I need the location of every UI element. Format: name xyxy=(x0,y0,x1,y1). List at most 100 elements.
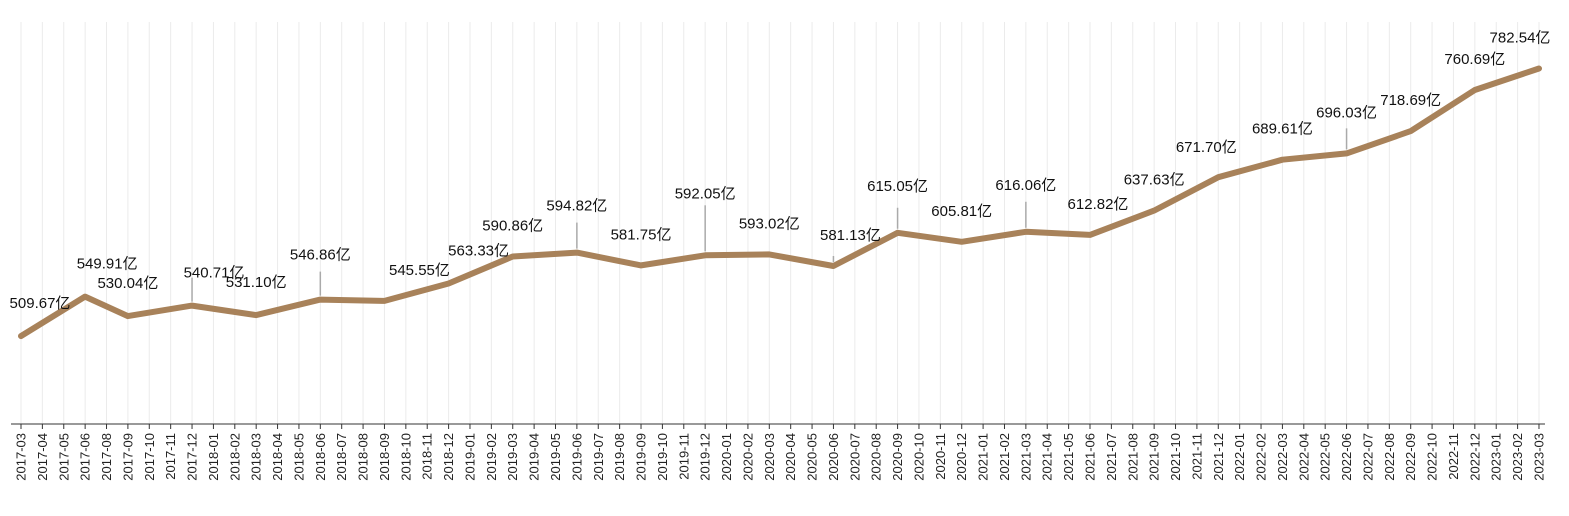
x-tick-label: 2021-06 xyxy=(1083,433,1098,481)
x-tick-label: 2019-10 xyxy=(655,433,670,481)
x-tick-label: 2020-04 xyxy=(783,433,798,481)
x-tick-label: 2021-11 xyxy=(1189,433,1204,480)
x-tick-label: 2020-09 xyxy=(890,433,905,481)
x-tick-label: 2020-10 xyxy=(911,433,926,481)
data-label: 531.10亿 xyxy=(226,274,287,291)
x-tick-label: 2022-02 xyxy=(1254,433,1269,481)
x-tick-label: 2021-04 xyxy=(1040,433,1055,481)
x-tick-label: 2021-12 xyxy=(1211,433,1226,481)
x-tick-label: 2020-08 xyxy=(869,433,884,481)
grid-lines xyxy=(20,22,1540,424)
data-label: 581.75亿 xyxy=(611,226,672,243)
x-tick-label: 2019-11 xyxy=(676,433,691,480)
x-tick-label: 2017-11 xyxy=(163,433,178,480)
x-tick-label: 2020-03 xyxy=(762,433,777,481)
data-label: 760.69亿 xyxy=(1444,51,1505,68)
x-tick-label: 2020-12 xyxy=(954,433,969,481)
x-tick-label: 2021-08 xyxy=(1125,433,1140,481)
x-tick-label: 2017-04 xyxy=(35,433,50,481)
x-tick-label: 2023-02 xyxy=(1510,433,1525,481)
data-label: 615.05亿 xyxy=(867,178,928,195)
data-label: 563.33亿 xyxy=(448,242,509,259)
x-tick-label: 2023-03 xyxy=(1531,433,1546,481)
x-tick-label: 2022-08 xyxy=(1382,433,1397,481)
x-tick-label: 2023-01 xyxy=(1489,433,1504,481)
series-line xyxy=(18,65,1542,340)
x-tick-label: 2019-01 xyxy=(462,433,477,481)
x-tick-label: 2022-01 xyxy=(1232,433,1247,481)
x-tick-label: 2018-12 xyxy=(441,433,456,481)
x-tick-label: 2019-02 xyxy=(484,433,499,481)
data-label: 718.69亿 xyxy=(1380,92,1441,109)
x-tick-label: 2017-06 xyxy=(78,433,93,481)
x-tick-label: 2022-12 xyxy=(1467,433,1482,481)
data-label: 590.86亿 xyxy=(482,217,543,234)
data-label: 594.82亿 xyxy=(546,198,607,215)
data-label: 689.61亿 xyxy=(1252,121,1313,138)
x-tick-label: 2020-02 xyxy=(740,433,755,481)
data-label: 612.82亿 xyxy=(1068,196,1129,213)
x-tick-label: 2018-07 xyxy=(334,433,349,481)
x-tick-label: 2020-07 xyxy=(847,433,862,481)
x-tick-label: 2021-02 xyxy=(997,433,1012,481)
x-tick-label: 2021-07 xyxy=(1104,433,1119,481)
x-tick-label: 2020-01 xyxy=(719,433,734,481)
x-tick-label: 2020-11 xyxy=(933,433,948,480)
x-tick-label: 2017-08 xyxy=(99,433,114,481)
x-tick-label: 2022-04 xyxy=(1296,433,1311,481)
x-tick-label: 2019-07 xyxy=(591,433,606,481)
x-tick-label: 2018-11 xyxy=(420,433,435,480)
x-tick-label: 2018-09 xyxy=(377,433,392,481)
data-label: 540.71亿 xyxy=(184,265,245,282)
x-tick-label: 2019-08 xyxy=(612,433,627,481)
data-label: 671.70亿 xyxy=(1176,139,1237,156)
x-tick-label: 2018-01 xyxy=(206,433,221,481)
x-tick-label: 2021-03 xyxy=(1018,433,1033,481)
x-tick-label: 2022-10 xyxy=(1425,433,1440,481)
x-tick-label: 2017-09 xyxy=(120,433,135,481)
x-tick-label: 2019-03 xyxy=(505,433,520,481)
label-leaders xyxy=(191,128,1348,302)
x-tick-label: 2019-12 xyxy=(698,433,713,481)
x-tick-label: 2020-06 xyxy=(826,433,841,481)
x-tick-label: 2018-08 xyxy=(356,433,371,481)
data-label: 581.13亿 xyxy=(820,227,881,244)
data-label: 593.02亿 xyxy=(739,215,800,232)
data-labels: 509.67亿 549.91亿 530.04亿 540.71亿531.10亿546.8… xyxy=(10,30,1551,313)
x-tick-label: 2022-06 xyxy=(1339,433,1354,481)
x-tick-label: 2022-11 xyxy=(1446,433,1461,480)
x-tick-label: 2017-05 xyxy=(56,433,71,481)
x-tick-label: 2018-10 xyxy=(398,433,413,481)
x-tick-label: 2018-05 xyxy=(291,433,306,481)
x-axis-ticks: 2017-03 2017-04 2017-05 2017-06 2017-08 2017-… xyxy=(14,424,1546,481)
x-tick-label: 2022-03 xyxy=(1275,433,1290,481)
data-label: 509.67亿 xyxy=(10,295,71,312)
data-label: 605.81亿 xyxy=(931,203,992,220)
x-tick-label: 2022-09 xyxy=(1403,433,1418,481)
x-tick-label: 2017-10 xyxy=(142,433,157,481)
x-tick-label: 2021-01 xyxy=(976,433,991,481)
data-label: 637.63亿 xyxy=(1124,172,1185,189)
x-tick-label: 2019-05 xyxy=(548,433,563,481)
data-label: 696.03亿 xyxy=(1316,104,1377,121)
x-tick-label: 2019-09 xyxy=(634,433,649,481)
x-tick-label: 2021-10 xyxy=(1168,433,1183,481)
x-tick-label: 2018-03 xyxy=(249,433,264,481)
x-tick-label: 2019-04 xyxy=(527,433,542,481)
x-tick-label: 2021-05 xyxy=(1061,433,1076,481)
x-tick-label: 2018-06 xyxy=(313,433,328,481)
x-tick-label: 2019-06 xyxy=(569,433,584,481)
x-tick-label: 2021-09 xyxy=(1147,433,1162,481)
x-tick-label: 2018-04 xyxy=(270,433,285,481)
data-label: 545.55亿 xyxy=(389,262,450,279)
x-tick-label: 2020-05 xyxy=(805,433,820,481)
x-tick-label: 2017-03 xyxy=(14,433,29,481)
x-tick-label: 2022-05 xyxy=(1318,433,1333,481)
data-label: 592.05亿 xyxy=(675,185,736,202)
data-label: 616.06亿 xyxy=(995,177,1056,194)
data-label: 782.54亿 xyxy=(1490,30,1551,47)
x-tick-label: 2022-07 xyxy=(1360,433,1375,481)
data-label: 549.91亿 xyxy=(77,256,138,273)
x-tick-label: 2018-02 xyxy=(227,433,242,481)
